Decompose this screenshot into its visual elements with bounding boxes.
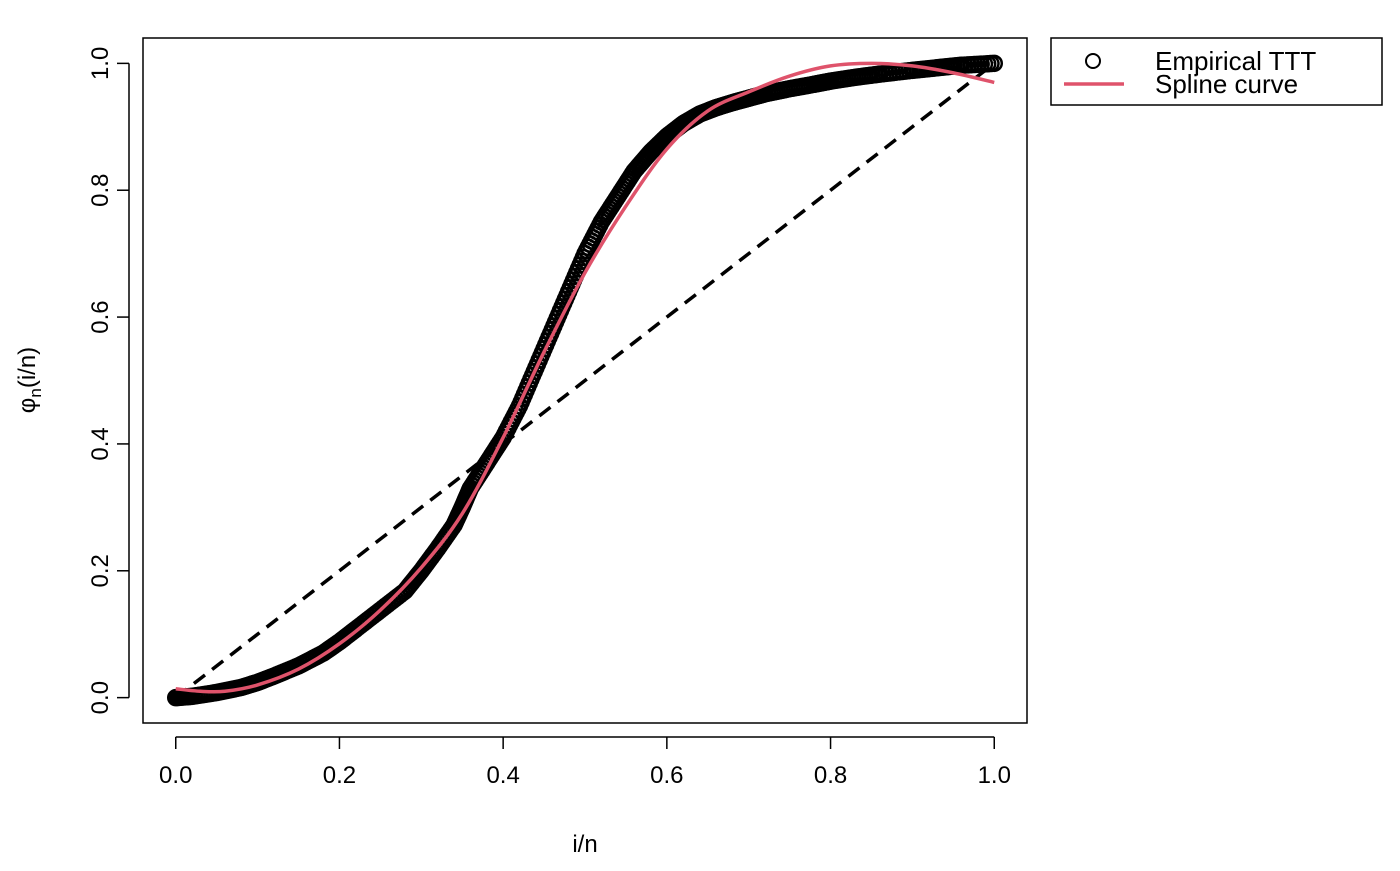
ttt-point — [985, 54, 1004, 73]
y-axis-title-rest: (i/n) — [14, 347, 41, 388]
spline-curve — [175, 61, 995, 694]
x-axis-title: i/n — [572, 831, 597, 858]
x-axis: 0.0 0.2 0.4 0.6 0.8 1.0 — [159, 736, 1011, 789]
y-tick-label: 0.0 — [87, 681, 114, 714]
plot-frame — [142, 37, 1028, 724]
legend-point-icon — [1085, 53, 1101, 69]
y-axis-title: φn(i/n) — [14, 347, 45, 413]
legend-label-empirical: Empirical TTT — [1155, 46, 1316, 76]
y-tick-label: 0.2 — [87, 554, 114, 587]
y-axis: 0.0 0.2 0.4 0.6 0.8 1.0 — [87, 47, 130, 714]
y-tick-label: 0.4 — [87, 427, 114, 460]
y-tick-label: 0.8 — [87, 174, 114, 207]
legend: Empirical TTT Spline curve — [1050, 37, 1383, 106]
y-axis-title-sub: n — [26, 388, 45, 397]
x-tick-label: 0.8 — [814, 762, 847, 789]
reference-diagonal-line — [174, 61, 996, 700]
x-tick-label: 0.4 — [486, 762, 519, 789]
reference-line-group — [174, 61, 996, 700]
x-tick-label: 1.0 — [978, 762, 1011, 789]
legend-label-spline: Spline curve — [1155, 69, 1298, 99]
legend-box — [1050, 37, 1383, 106]
y-tick-label: 0.6 — [87, 300, 114, 333]
x-tick-label: 0.2 — [323, 762, 356, 789]
y-axis-title-main: φ — [14, 398, 41, 414]
x-tick-label: 0.0 — [159, 762, 192, 789]
x-tick-label: 0.6 — [650, 762, 683, 789]
y-tick-label: 1.0 — [87, 47, 114, 80]
spline-group — [175, 61, 995, 694]
